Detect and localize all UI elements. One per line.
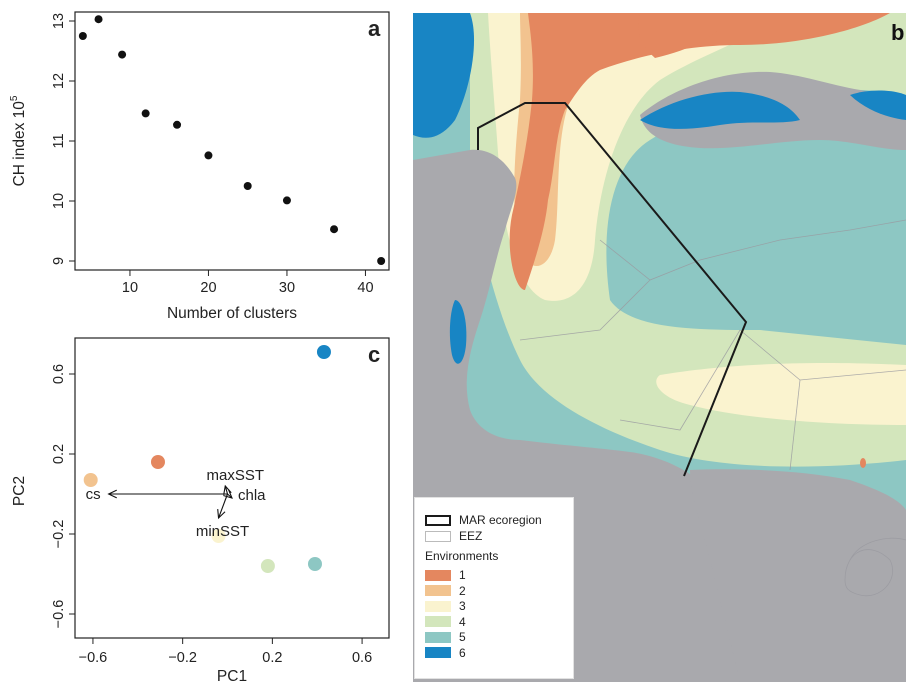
legend-label-environment: 3 [459, 599, 466, 613]
environment-swatch [425, 647, 451, 658]
legend-label-environment: 4 [459, 615, 466, 629]
panel-c-y-tick-label: −0.2 [51, 520, 67, 549]
panel-c-letter: c [368, 342, 380, 367]
panel-c-point [261, 559, 275, 573]
legend-environments-title: Environments [425, 549, 498, 563]
panel-c-y-axis-label: PC2 [11, 476, 28, 506]
panel-a-point [142, 109, 150, 117]
legend-row-environment: 6 [425, 646, 466, 660]
panel-a-point [204, 151, 212, 159]
panel-a-y-ticks: 9 10 11 12 13 [51, 13, 75, 265]
legend-label-environment: 6 [459, 646, 466, 660]
panel-a-point [330, 225, 338, 233]
panel-c-vector-label: minSST [196, 523, 249, 540]
panel-a-y-tick-label: 9 [51, 257, 67, 265]
panel-c-x-tick-label: 0.6 [352, 650, 372, 666]
panel-c-loading-vectors: cs maxSST chla minSST [86, 467, 267, 540]
eez-swatch [425, 531, 451, 542]
panel-a-x-axis-label: Number of clusters [167, 305, 297, 322]
environment-1-spot [860, 458, 866, 468]
panel-a-point [173, 121, 181, 129]
panel-c-point [308, 557, 322, 571]
panel-c-x-ticks: −0.6 −0.2 0.2 0.6 [79, 638, 373, 666]
legend-row-environment: 5 [425, 630, 466, 644]
legend-label-environment: 5 [459, 630, 466, 644]
panel-c-plot-frame [75, 338, 389, 638]
legend-row-environment: 1 [425, 568, 466, 582]
panel-c-point [84, 473, 98, 487]
environment-swatch [425, 601, 451, 612]
environment-swatch [425, 570, 451, 581]
panel-a-point [79, 32, 87, 40]
legend-row-environment: 2 [425, 584, 466, 598]
panel-a-points [79, 15, 385, 265]
legend-label-environment: 1 [459, 568, 466, 582]
panel-c-y-tick-label: −0.6 [51, 600, 67, 629]
mar-ecoregion-swatch [425, 515, 451, 526]
legend-row-environment: 3 [425, 599, 466, 613]
panel-a-y-axis-label: CH index 105 [9, 95, 28, 186]
panel-c-y-tick-label: 0.6 [51, 364, 67, 384]
panel-a-point [283, 196, 291, 204]
panel-a-x-tick-label: 20 [200, 280, 216, 296]
panel-a-x-tick-label: 30 [279, 280, 295, 296]
legend-label-mar-ecoregion: MAR ecoregion [459, 513, 542, 527]
panel-c-vector-label: chla [238, 487, 266, 504]
panel-c-x-tick-label: 0.2 [262, 650, 282, 666]
panel-a-point [244, 182, 252, 190]
panel-c-vector-label: maxSST [207, 467, 265, 484]
panel-c-x-tick-label: −0.6 [79, 650, 108, 666]
panel-a-y-axis-label-base: CH index 10 [11, 101, 28, 187]
panel-c-y-ticks: −0.6 −0.2 0.2 0.6 [51, 364, 75, 628]
panel-a-point [95, 15, 103, 23]
panel-c-x-axis-label: PC1 [217, 668, 247, 682]
legend-row-environment: 4 [425, 615, 466, 629]
panel-a-x-ticks: 10 20 30 40 [122, 270, 374, 296]
panel-a-y-tick-label: 13 [51, 13, 67, 29]
panel-a-y-tick-label: 11 [51, 133, 67, 148]
panel-a-y-tick-label: 10 [51, 193, 67, 209]
panel-c-x-tick-label: −0.2 [168, 650, 197, 666]
environment-swatch [425, 616, 451, 627]
panel-a-y-axis-label-exponent: 5 [9, 95, 20, 101]
panel-a-point [377, 257, 385, 265]
legend-row-mar-ecoregion: MAR ecoregion [425, 513, 542, 527]
legend-environments-title-text: Environments [425, 549, 498, 563]
panel-a-x-tick-label: 10 [122, 280, 138, 296]
legend-label-eez: EEZ [459, 529, 482, 543]
panel-b-letter: b [891, 20, 904, 46]
panel-a-letter: a [368, 16, 381, 41]
panel-c-point [151, 455, 165, 469]
environment-swatch [425, 585, 451, 596]
legend-row-eez: EEZ [425, 529, 482, 543]
panel-a-point [118, 51, 126, 59]
panel-a-y-tick-label: 12 [51, 73, 67, 89]
legend-label-environment: 2 [459, 584, 466, 598]
panel-c-pca-biplot: c −0.6 −0.2 0.2 0.6 −0.6 −0.2 0.2 0.6 cs maxSST… [11, 338, 389, 682]
panel-c-point [317, 345, 331, 359]
panel-c-vector-label: cs [86, 486, 101, 503]
panel-c-y-tick-label: 0.2 [51, 444, 67, 464]
panel-a-x-tick-label: 40 [357, 280, 373, 296]
environment-swatch [425, 632, 451, 643]
